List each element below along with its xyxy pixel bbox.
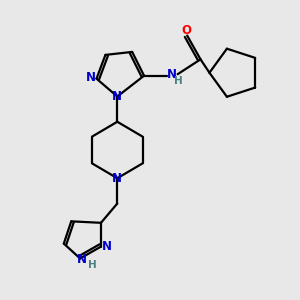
- Text: N: N: [167, 68, 177, 81]
- Text: N: N: [112, 90, 122, 103]
- Text: N: N: [102, 240, 112, 253]
- Text: H: H: [88, 260, 97, 270]
- Text: N: N: [86, 71, 96, 84]
- Text: N: N: [76, 254, 87, 266]
- Text: N: N: [112, 172, 122, 185]
- Text: O: O: [182, 24, 192, 37]
- Text: H: H: [175, 76, 183, 86]
